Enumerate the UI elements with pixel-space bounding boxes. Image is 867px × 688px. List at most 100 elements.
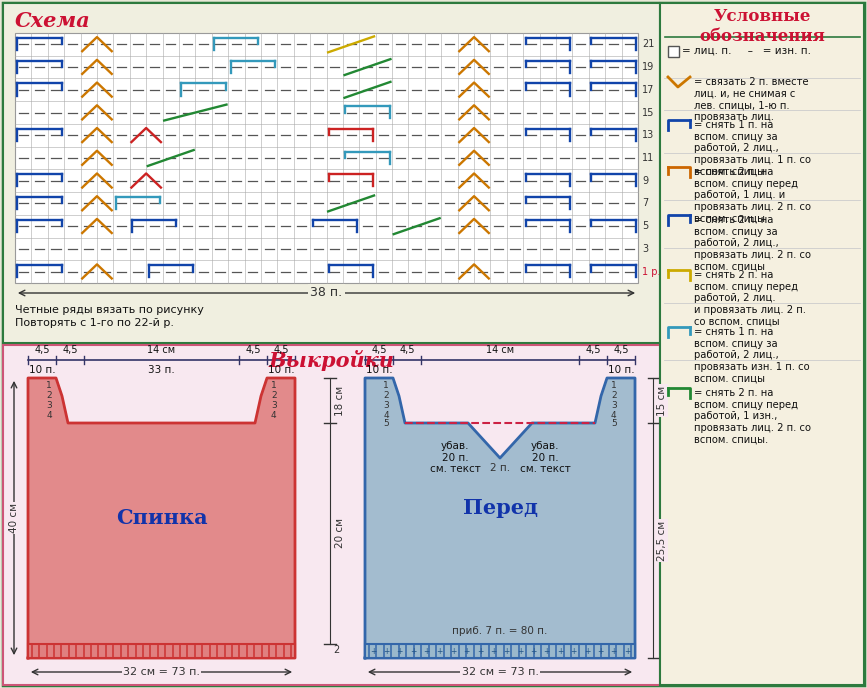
Text: 1: 1 — [611, 382, 616, 391]
Text: Спинка: Спинка — [115, 508, 207, 528]
Text: 4: 4 — [46, 411, 52, 420]
Text: = связать 2 п. вместе
лиц. и, не снимая с
лев. спицы, 1-ю п.
провязать лиц.: = связать 2 п. вместе лиц. и, не снимая … — [694, 77, 809, 122]
Text: 2: 2 — [333, 645, 339, 655]
Bar — [3, 345, 660, 685]
Text: = снять 1 п. на
вспом. спицу за
работой, 2 лиц.,
провязать лиц. 1 п. со
вспом. с: = снять 1 п. на вспом. спицу за работой,… — [694, 120, 811, 176]
Text: 4,5: 4,5 — [613, 345, 629, 355]
Text: = снять 2 п. на
вспом. спицу за
работой, 2 лиц.,
провязать лиц. 2 п. со
вспом. с: = снять 2 п. на вспом. спицу за работой,… — [694, 215, 811, 271]
Text: 4: 4 — [383, 411, 389, 420]
Text: 21: 21 — [642, 39, 655, 50]
Text: +: + — [597, 647, 603, 656]
Text: убав.
20 п.
см. текст: убав. 20 п. см. текст — [519, 441, 570, 474]
Bar — [28, 644, 295, 658]
Text: 3: 3 — [611, 402, 616, 411]
Text: 15: 15 — [642, 107, 655, 118]
Text: 4,5: 4,5 — [399, 345, 414, 355]
Text: 14 см: 14 см — [147, 345, 175, 355]
Text: приб. 7 п. = 80 п.: приб. 7 п. = 80 п. — [453, 626, 548, 636]
Text: 4,5: 4,5 — [585, 345, 601, 355]
Text: 1: 1 — [383, 382, 389, 391]
Text: +: + — [517, 647, 524, 656]
Text: 4,5: 4,5 — [371, 345, 387, 355]
Text: 7: 7 — [642, 198, 649, 208]
Text: = снять 2 п. на
вспом. спицу перед
работой, 1 изн.,
провязать лиц. 2 п. со
вспом: = снять 2 п. на вспом. спицу перед работ… — [694, 388, 811, 444]
Text: +: + — [423, 647, 430, 656]
Text: 10 п.: 10 п. — [608, 365, 635, 375]
Text: +: + — [504, 647, 510, 656]
Text: 38 п.: 38 п. — [310, 286, 342, 299]
Text: 10 п.: 10 п. — [29, 365, 55, 375]
Text: +: + — [383, 647, 389, 656]
Text: +: + — [583, 647, 590, 656]
Text: +: + — [370, 647, 376, 656]
Bar — [15, 33, 638, 283]
Text: 10 п.: 10 п. — [268, 365, 294, 375]
Text: 3: 3 — [46, 402, 52, 411]
Text: 2: 2 — [271, 391, 277, 400]
Text: Повторять с 1-го по 22-й р.: Повторять с 1-го по 22-й р. — [15, 318, 174, 328]
Text: +: + — [437, 647, 443, 656]
Text: Перед: Перед — [462, 498, 538, 518]
Text: 33 п.: 33 п. — [148, 365, 175, 375]
Text: 3: 3 — [271, 402, 277, 411]
Text: 5: 5 — [642, 221, 649, 231]
Text: 10 п.: 10 п. — [366, 365, 392, 375]
Text: 14 см: 14 см — [486, 345, 514, 355]
Text: +: + — [410, 647, 416, 656]
Text: +: + — [544, 647, 550, 656]
Text: Условные
обозначения: Условные обозначения — [699, 8, 825, 45]
Text: 5: 5 — [383, 418, 389, 427]
Text: 19: 19 — [642, 62, 655, 72]
Text: +: + — [477, 647, 483, 656]
Bar — [668, 46, 679, 57]
Text: убав.
20 п.
см. текст: убав. 20 п. см. текст — [430, 441, 480, 474]
Text: 11: 11 — [642, 153, 655, 163]
Text: +: + — [610, 647, 616, 656]
Text: 4,5: 4,5 — [62, 345, 78, 355]
Text: 25,5 см: 25,5 см — [657, 520, 667, 561]
Text: Выкройки: Выкройки — [269, 350, 394, 371]
Text: +: + — [570, 647, 577, 656]
Text: = снять 2 п. на
вспом. спицу перед
работой, 2 лиц.
и провязать лиц. 2 п.
со вспо: = снять 2 п. на вспом. спицу перед работ… — [694, 270, 806, 326]
Text: 32 см = 73 п.: 32 см = 73 п. — [123, 667, 200, 677]
Text: Четные ряды вязать по рисунку: Четные ряды вязать по рисунку — [15, 305, 204, 315]
Text: 2 п.: 2 п. — [490, 463, 510, 473]
Text: 4: 4 — [611, 411, 616, 420]
Text: 5: 5 — [611, 418, 616, 427]
Text: 18 см: 18 см — [335, 385, 345, 416]
Text: +: + — [490, 647, 497, 656]
Text: +: + — [557, 647, 564, 656]
Text: 9: 9 — [642, 175, 649, 186]
Text: = снять 2 п. на
вспом. спицу перед
работой, 1 лиц. и
провязать лиц. 2 п. со
вспо: = снять 2 п. на вспом. спицу перед работ… — [694, 167, 811, 224]
Text: 2: 2 — [611, 391, 616, 400]
Text: 1 р.: 1 р. — [642, 267, 661, 277]
Text: 15 см: 15 см — [657, 385, 667, 416]
Text: 4: 4 — [271, 411, 277, 420]
Polygon shape — [28, 378, 295, 658]
Text: 3: 3 — [642, 244, 649, 254]
Text: +: + — [463, 647, 470, 656]
Text: 17: 17 — [642, 85, 655, 95]
Text: 1: 1 — [271, 382, 277, 391]
Text: +: + — [450, 647, 456, 656]
Text: Схема: Схема — [15, 11, 91, 31]
Text: 3: 3 — [383, 402, 389, 411]
Bar — [3, 3, 660, 343]
Text: 40 см: 40 см — [9, 503, 19, 533]
Text: 4,5: 4,5 — [245, 345, 261, 355]
Text: 2: 2 — [383, 391, 389, 400]
Text: = снять 1 п. на
вспом. спицу за
работой, 2 лиц.,
провязать изн. 1 п. со
вспом. с: = снять 1 п. на вспом. спицу за работой,… — [694, 327, 810, 383]
Text: +: + — [531, 647, 537, 656]
Text: 4,5: 4,5 — [273, 345, 289, 355]
Text: 20 см: 20 см — [335, 519, 345, 548]
Text: 4,5: 4,5 — [35, 345, 49, 355]
Text: +: + — [396, 647, 403, 656]
Bar — [660, 3, 864, 685]
Text: = лиц. п.     –   = изн. п.: = лиц. п. – = изн. п. — [682, 46, 811, 56]
Text: +: + — [624, 647, 630, 656]
Polygon shape — [365, 378, 635, 658]
Text: 13: 13 — [642, 130, 655, 140]
Text: 2: 2 — [46, 391, 52, 400]
Bar — [365, 644, 635, 658]
Text: 32 см = 73 п.: 32 см = 73 п. — [461, 667, 538, 677]
